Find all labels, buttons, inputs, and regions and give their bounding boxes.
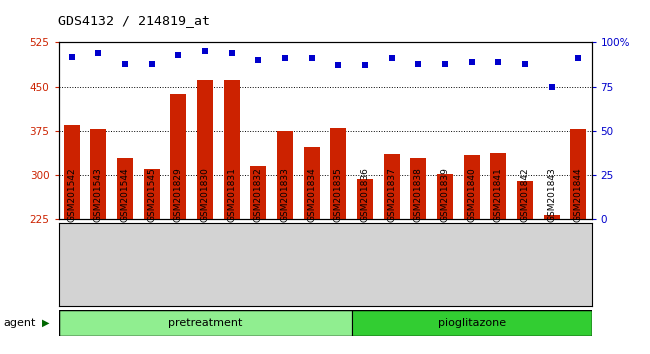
Text: pioglitazone: pioglitazone — [437, 318, 506, 328]
Bar — [58, 310, 352, 336]
Point — [333, 63, 343, 68]
Point — [200, 48, 211, 54]
Bar — [304, 147, 320, 352]
Bar — [352, 310, 592, 336]
Text: ▶: ▶ — [42, 318, 50, 328]
Point — [413, 61, 424, 67]
Bar — [437, 174, 453, 352]
Bar — [197, 80, 213, 352]
Bar — [144, 169, 160, 352]
Point — [520, 61, 530, 67]
Text: agent: agent — [3, 318, 36, 328]
Bar — [463, 155, 480, 352]
Point — [307, 56, 317, 61]
Bar — [517, 181, 533, 352]
Point — [280, 56, 291, 61]
Text: GDS4132 / 214819_at: GDS4132 / 214819_at — [58, 14, 211, 27]
Bar — [117, 158, 133, 352]
Bar — [90, 129, 107, 352]
Bar — [224, 80, 240, 352]
Bar — [277, 131, 293, 352]
Point — [360, 63, 370, 68]
Point — [67, 54, 77, 59]
Point — [173, 52, 184, 58]
Bar — [357, 179, 373, 352]
Bar — [170, 94, 187, 352]
Point — [547, 84, 557, 90]
Bar — [64, 125, 80, 352]
Point — [227, 50, 237, 56]
Bar — [410, 158, 426, 352]
Point — [467, 59, 477, 65]
Point — [439, 61, 450, 67]
Point — [493, 59, 504, 65]
Bar — [384, 154, 400, 352]
Point — [386, 56, 396, 61]
Point — [573, 56, 584, 61]
Text: pretreatment: pretreatment — [168, 318, 242, 328]
Bar — [330, 128, 346, 352]
Bar — [570, 129, 586, 352]
Point — [147, 61, 157, 67]
Bar — [543, 215, 560, 352]
Bar — [490, 153, 506, 352]
Point — [94, 50, 104, 56]
Point — [254, 57, 264, 63]
Point — [120, 61, 130, 67]
Bar — [250, 166, 266, 352]
